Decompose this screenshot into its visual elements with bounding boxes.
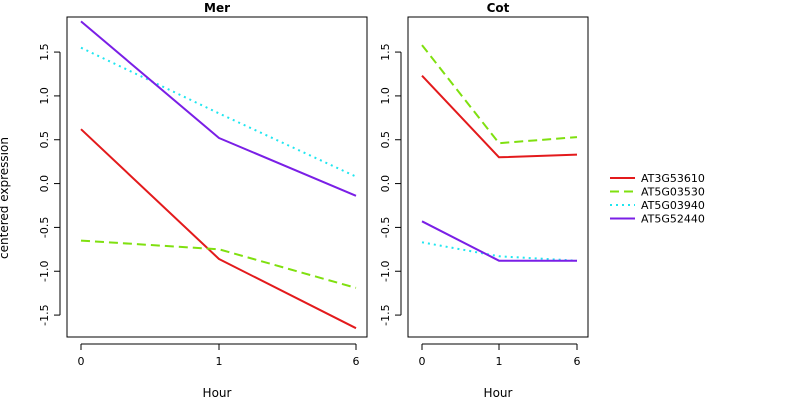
plot-frame bbox=[66, 16, 368, 338]
chart-panels: Mer -1.5 -1.0 -0.5 0.0 0.5 1.0 1.5 0 1 6 Hour Cot -1.… bbox=[38, 1, 589, 400]
y-tick-label: 0.5 bbox=[379, 131, 392, 149]
panel-cot: Cot -1.5 -1.0 -0.5 0.0 0.5 1.0 1.5 0 1 6 Hour bbox=[379, 1, 589, 400]
x-axis-label: Hour bbox=[484, 386, 513, 400]
legend-label: AT5G03530 bbox=[641, 186, 705, 199]
y-tick-label: 1.5 bbox=[379, 43, 392, 61]
y-tick-label: 1.0 bbox=[38, 87, 51, 105]
x-tick-label: 0 bbox=[419, 355, 426, 368]
panel-mer: Mer -1.5 -1.0 -0.5 0.0 0.5 1.0 1.5 0 1 6 Hour bbox=[38, 1, 368, 400]
series-line-at5g52440 bbox=[421, 220, 577, 262]
legend-label: AT5G03940 bbox=[641, 199, 705, 212]
y-tick-label: 1.5 bbox=[38, 43, 51, 61]
y-axis-label: centered expression bbox=[0, 137, 11, 259]
series-line-at5g03940 bbox=[80, 46, 357, 178]
y-tick-label: 0.0 bbox=[379, 175, 392, 193]
series-line-at5g03530 bbox=[80, 239, 357, 289]
y-tick-label: -1.0 bbox=[38, 261, 51, 282]
series-line-at3g53610 bbox=[421, 75, 578, 159]
x-tick-label: 0 bbox=[78, 355, 85, 368]
legend-label: AT5G52440 bbox=[641, 213, 705, 226]
y-tick-label: 0.5 bbox=[38, 131, 51, 149]
y-tick-label: -1.0 bbox=[379, 261, 392, 282]
x-axis-label: Hour bbox=[203, 386, 232, 400]
series-line-at5g52440 bbox=[80, 20, 357, 197]
y-tick-label: -0.5 bbox=[379, 217, 392, 238]
x-tick-label: 1 bbox=[496, 355, 503, 368]
y-tick-label: -1.5 bbox=[379, 304, 392, 325]
y-tick-label: 0.0 bbox=[38, 175, 51, 193]
series-line-at5g03940 bbox=[421, 241, 578, 262]
y-tick-label: -1.5 bbox=[38, 304, 51, 325]
legend-label: AT3G53610 bbox=[641, 172, 705, 185]
x-tick-label: 6 bbox=[353, 355, 360, 368]
panel-title: Cot bbox=[487, 1, 510, 15]
series-line-at3g53610 bbox=[80, 128, 357, 330]
x-tick-label: 6 bbox=[574, 355, 581, 368]
plot-frame bbox=[407, 16, 589, 338]
y-tick-label: -0.5 bbox=[38, 217, 51, 238]
y-tick-label: 1.0 bbox=[379, 87, 392, 105]
x-tick-label: 1 bbox=[216, 355, 223, 368]
panel-title: Mer bbox=[204, 1, 230, 15]
series-line-at5g03530 bbox=[421, 44, 578, 145]
